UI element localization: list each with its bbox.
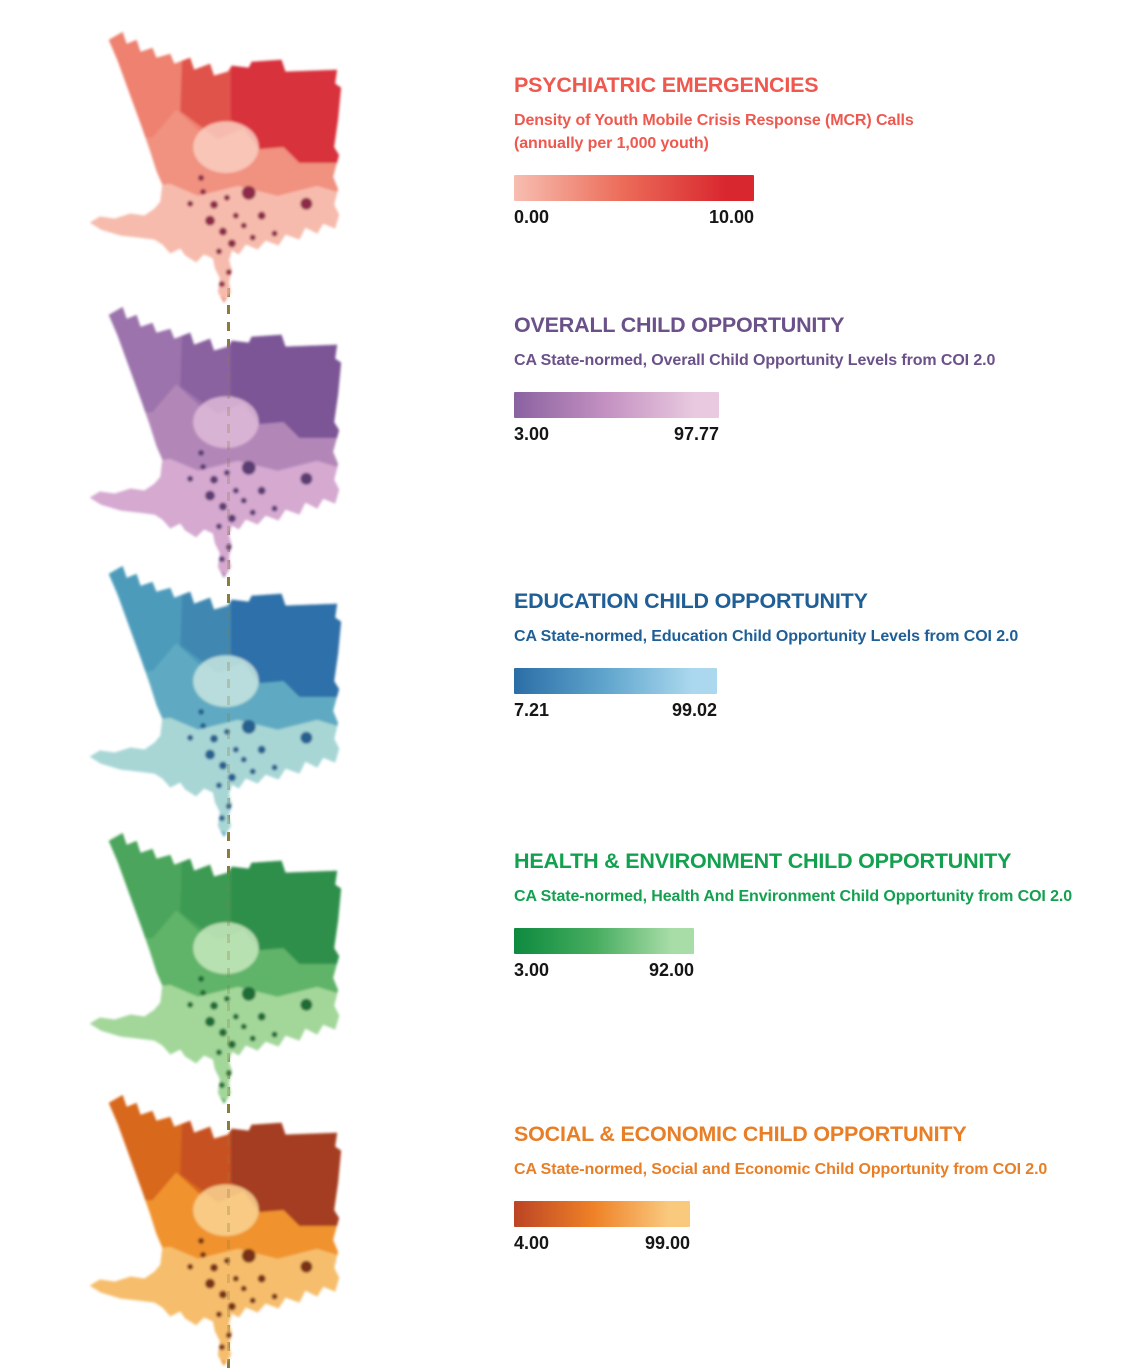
psychiatric-emergencies-map xyxy=(86,28,344,304)
legend-min-label: 3.00 xyxy=(514,424,550,444)
county-choropleth-graphic xyxy=(89,31,342,304)
subtitle-line: CA State-normed, Health And Environment … xyxy=(514,888,1073,905)
social-economic-child-opportunity-map xyxy=(86,1091,344,1367)
section-subtitle: CA State-normed, Social and Economic Chi… xyxy=(514,1158,1118,1181)
legend-max-label: 97.77 xyxy=(673,424,719,444)
legend-max-label: 92.00 xyxy=(648,960,694,980)
legend-max-label: 99.00 xyxy=(644,1233,690,1253)
county-choropleth-graphic xyxy=(89,306,342,579)
legend-labels: 7.21 99.02 xyxy=(514,700,717,721)
subtitle-line: CA State-normed, Education Child Opportu… xyxy=(514,628,1019,645)
legend-max-label: 99.02 xyxy=(671,700,717,720)
section-title: OVERALL CHILD OPPORTUNITY xyxy=(514,313,845,337)
subtitle-line: (annually per 1,000 youth) xyxy=(514,135,709,152)
legend-labels: 0.00 10.00 xyxy=(514,207,754,228)
legend-section-psychiatric-emergencies: PSYCHIATRIC EMERGENCIES Density of Youth… xyxy=(514,74,1118,228)
section-title: PSYCHIATRIC EMERGENCIES xyxy=(514,73,819,97)
section-title: HEALTH & ENVIRONMENT CHILD OPPORTUNITY xyxy=(514,849,1012,873)
subtitle-line: CA State-normed, Overall Child Opportuni… xyxy=(514,352,996,369)
legend-gradient-bar xyxy=(514,928,694,954)
legend-max-label: 10.00 xyxy=(708,207,754,227)
legend-min-label: 4.00 xyxy=(514,1233,550,1253)
section-title: EDUCATION CHILD OPPORTUNITY xyxy=(514,589,868,613)
legend-labels: 3.00 92.00 xyxy=(514,960,694,981)
legend-min-label: 0.00 xyxy=(514,207,550,227)
section-title: SOCIAL & ECONOMIC CHILD OPPORTUNITY xyxy=(514,1122,967,1146)
section-subtitle: CA State-normed, Overall Child Opportuni… xyxy=(514,349,1118,372)
overall-child-opportunity-map xyxy=(86,303,344,579)
county-choropleth-graphic xyxy=(89,832,342,1105)
legend-gradient-bar xyxy=(514,668,717,694)
section-subtitle: CA State-normed, Education Child Opportu… xyxy=(514,625,1118,648)
subtitle-line: CA State-normed, Social and Economic Chi… xyxy=(514,1161,1048,1178)
county-choropleth-graphic xyxy=(89,565,342,838)
education-child-opportunity-map xyxy=(86,562,344,838)
legend-section-health-environment-child-opportunity: HEALTH & ENVIRONMENT CHILD OPPORTUNITY C… xyxy=(514,850,1118,981)
legend-labels: 4.00 99.00 xyxy=(514,1233,690,1254)
health-environment-child-opportunity-map xyxy=(86,829,344,1105)
legend-min-label: 3.00 xyxy=(514,960,550,980)
legend-gradient-bar xyxy=(514,175,754,201)
legend-section-overall-child-opportunity: OVERALL CHILD OPPORTUNITY CA State-norme… xyxy=(514,314,1118,445)
legend-labels: 3.00 97.77 xyxy=(514,424,719,445)
legend-min-label: 7.21 xyxy=(514,700,550,720)
legend-section-education-child-opportunity: EDUCATION CHILD OPPORTUNITY CA State-nor… xyxy=(514,590,1118,721)
county-choropleth-graphic xyxy=(89,1094,342,1367)
vertical-dashed-fold-line-overlay xyxy=(227,288,230,1370)
subtitle-line: Density of Youth Mobile Crisis Response … xyxy=(514,112,914,129)
section-subtitle: Density of Youth Mobile Crisis Response … xyxy=(514,109,1118,155)
legend-gradient-bar xyxy=(514,392,719,418)
legend-gradient-bar xyxy=(514,1201,690,1227)
legend-section-social-economic-child-opportunity: SOCIAL & ECONOMIC CHILD OPPORTUNITY CA S… xyxy=(514,1123,1118,1254)
section-subtitle: CA State-normed, Health And Environment … xyxy=(514,885,1118,908)
